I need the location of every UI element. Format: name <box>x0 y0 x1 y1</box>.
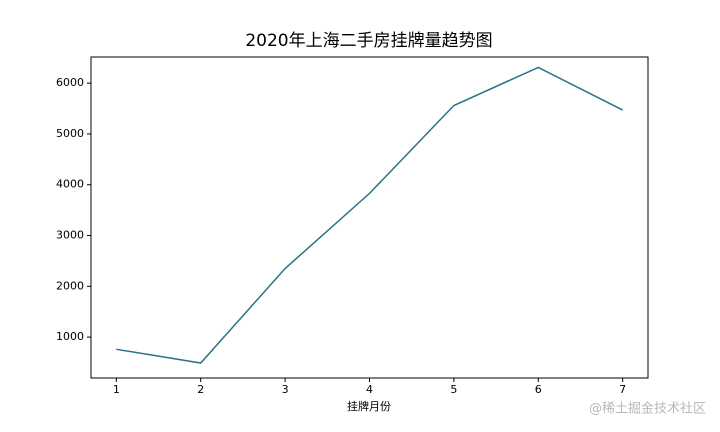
chart-title: 2020年上海二手房挂牌量趋势图 <box>245 31 492 51</box>
watermark: @稀土掘金技术社区 <box>589 401 706 417</box>
y-tick-label: 5000 <box>56 127 84 140</box>
y-tick-label: 1000 <box>56 330 84 343</box>
y-tick-label: 4000 <box>56 178 84 191</box>
x-axis-label: 挂牌月份 <box>347 399 391 413</box>
x-tick-label: 1 <box>113 383 120 396</box>
y-tick-label: 3000 <box>56 229 84 242</box>
x-tick-label: 4 <box>366 383 373 396</box>
x-tick-label: 2 <box>197 383 204 396</box>
y-tick-label: 2000 <box>56 279 84 292</box>
y-tick-label: 6000 <box>56 76 84 89</box>
line <box>116 66 624 364</box>
x-tick-label: 6 <box>535 383 542 396</box>
x-tick-label: 3 <box>282 383 289 396</box>
x-tick-label: 5 <box>450 383 457 396</box>
x-tick-label: 7 <box>619 383 626 396</box>
